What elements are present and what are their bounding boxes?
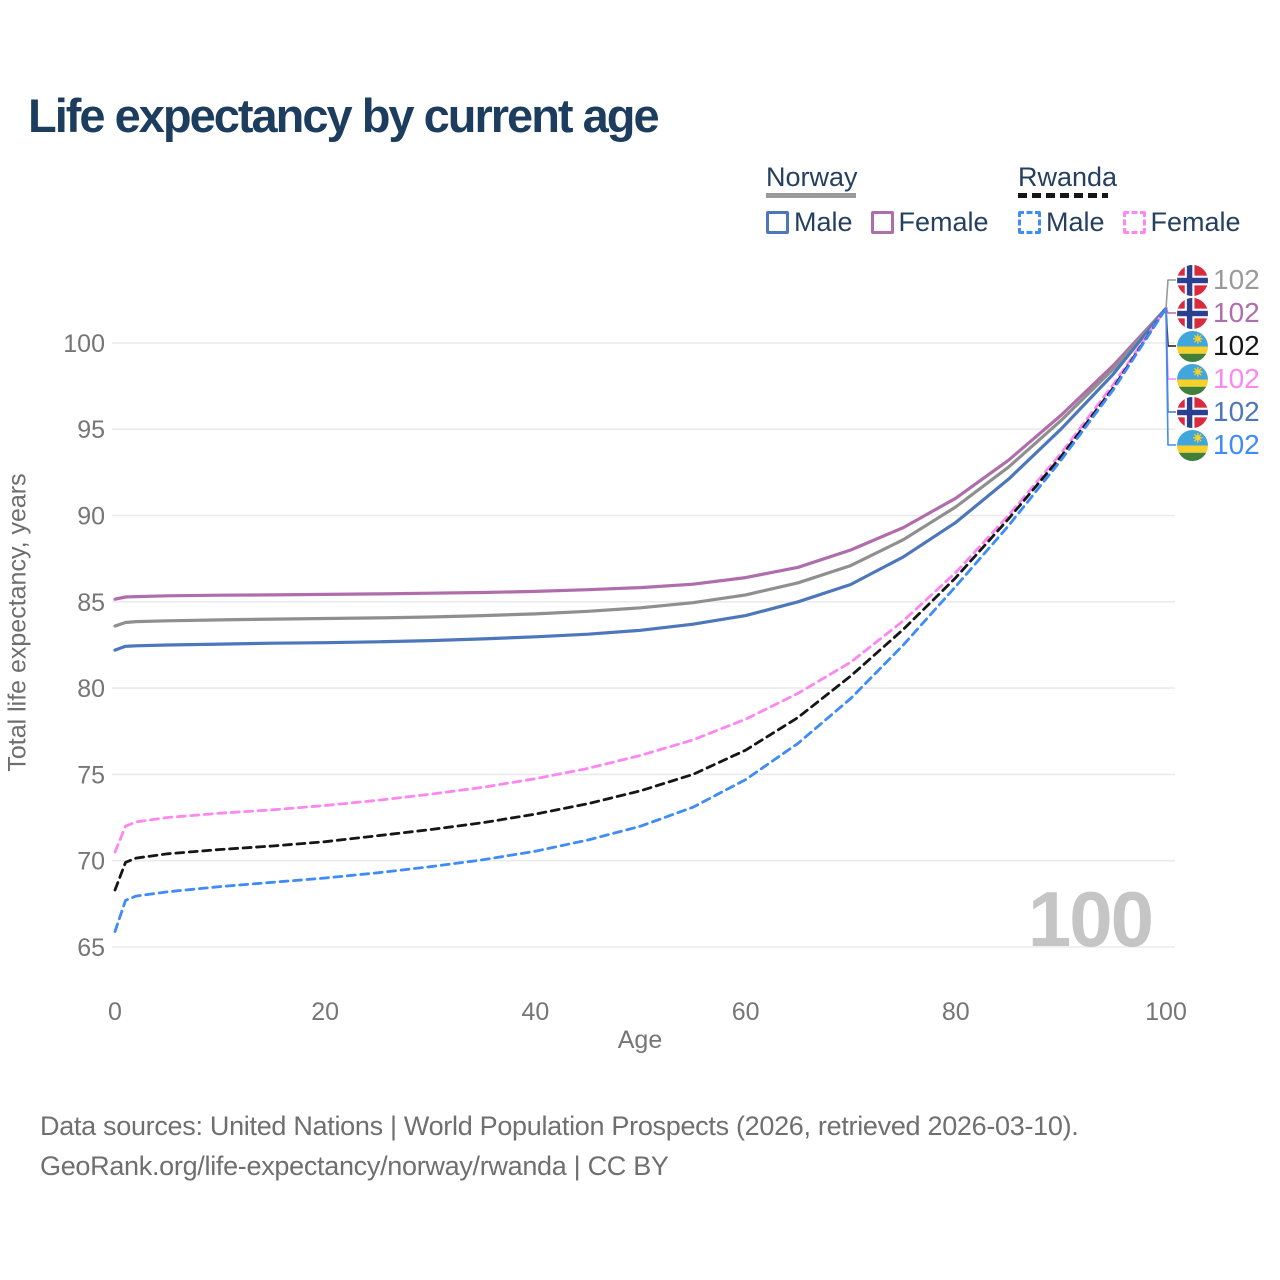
chart-title: Life expectancy by current age (28, 89, 660, 142)
legend-norway-title: Norway (766, 162, 858, 192)
norway-male-swatch-icon (766, 211, 789, 234)
end-label-value: 102 (1213, 264, 1260, 295)
series-line-rwanda-female[interactable] (113, 306, 1168, 854)
end-label-value: 102 (1213, 429, 1260, 460)
footer: Data sources: United Nations | World Pop… (40, 1106, 1079, 1186)
legend-item-rwanda-female[interactable]: Female (1122, 207, 1241, 238)
y-tick-85: 85 (77, 589, 105, 617)
legend-rwanda-female-label: Female (1150, 207, 1241, 237)
norway-flag-icon (1177, 396, 1208, 428)
legend-norway-male-label: Male (794, 207, 853, 237)
norway-flag-icon (1177, 297, 1208, 329)
footer-data-sources: Data sources: United Nations | World Pop… (40, 1111, 1079, 1141)
rwanda-flag-icon (1177, 429, 1208, 461)
rwanda-male-swatch-icon (1018, 211, 1041, 234)
age-watermark: 100 (1027, 875, 1154, 963)
legend-norway-female-label: Female (898, 207, 989, 237)
end-label-connector-1 (1165, 308, 1176, 314)
legend-item-norway-female[interactable]: Female (870, 207, 989, 238)
x-tick-40: 40 (521, 998, 549, 1026)
legend-group-rwanda: Rwanda Male Female (1018, 162, 1241, 238)
footer-attribution: GeoRank.org/life-expectancy/norway/rwand… (40, 1151, 669, 1181)
end-label-connector-0 (1165, 279, 1176, 309)
legend-rwanda-title: Rwanda (1018, 162, 1118, 192)
end-label-norway-female: 102 (1177, 297, 1260, 329)
end-label-value: 102 (1213, 297, 1260, 328)
x-tick-20: 20 (311, 998, 339, 1026)
legend-group-norway: Norway Male Female (766, 162, 989, 238)
y-tick-95: 95 (77, 416, 105, 444)
end-label-value: 102 (1213, 330, 1260, 361)
norway-female-swatch-icon (870, 211, 894, 234)
x-axis-title: Age (617, 1026, 663, 1054)
y-tick-70: 70 (77, 848, 105, 876)
y-tick-80: 80 (77, 675, 105, 703)
end-label-value: 102 (1213, 363, 1260, 394)
end-label-value: 102 (1213, 396, 1260, 427)
y-tick-75: 75 (77, 761, 105, 789)
y-tick-65: 65 (77, 934, 105, 962)
y-tick-100: 100 (63, 330, 105, 358)
x-tick-80: 80 (942, 998, 970, 1026)
legend-item-rwanda-male[interactable]: Male (1018, 207, 1105, 238)
series-line-norway-all[interactable] (113, 306, 1168, 628)
y-tick-90: 90 (77, 503, 105, 531)
end-label-norway-male: 102 (1177, 396, 1260, 428)
series-line-norway-male[interactable] (113, 306, 1168, 652)
norway-line-swatch (766, 193, 856, 198)
rwanda-line-swatch (1018, 193, 1108, 198)
series-line-norway-female[interactable] (113, 306, 1168, 601)
y-axis-title: Total life expectancy, years (3, 473, 32, 772)
rwanda-flag-icon (1177, 363, 1208, 395)
x-tick-60: 60 (732, 998, 760, 1026)
end-label-connector-5 (1165, 308, 1176, 446)
x-tick-100: 100 (1145, 998, 1187, 1026)
norway-flag-icon (1177, 264, 1208, 296)
end-label-norway-both-sexes-: 102 (1177, 264, 1260, 296)
series-line-rwanda-male[interactable] (113, 306, 1168, 933)
end-label-rwanda-both-sexes-: 102 (1177, 330, 1260, 362)
legend-rwanda-male-label: Male (1046, 207, 1105, 237)
end-label-rwanda-male: 102 (1177, 429, 1260, 461)
end-label-rwanda-female: 102 (1177, 363, 1260, 395)
rwanda-flag-icon (1177, 330, 1208, 362)
legend-item-norway-male[interactable]: Male (766, 207, 853, 238)
x-tick-0: 0 (108, 998, 122, 1026)
series-line-rwanda-all[interactable] (113, 306, 1168, 892)
rwanda-female-swatch-icon (1122, 211, 1146, 234)
